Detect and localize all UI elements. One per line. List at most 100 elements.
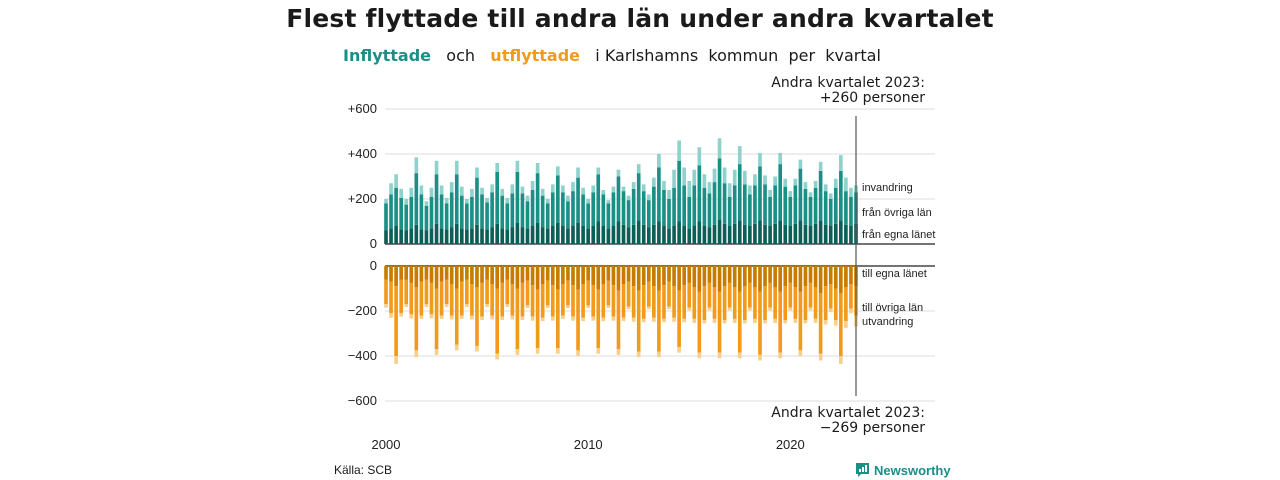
bar-in-segment [581, 187, 585, 195]
bar-in-segment [475, 177, 479, 225]
bar-out-segment [737, 291, 742, 353]
bar-out-segment [449, 266, 454, 284]
bar-out-segment [444, 266, 449, 280]
bar-in-segment [839, 155, 843, 171]
bar-out-segment [444, 279, 449, 305]
bar-out-segment [414, 350, 419, 358]
bar-in-segment [510, 184, 515, 194]
bar-out-segment [667, 306, 671, 310]
bar-in-segment [646, 194, 651, 201]
bar-out-segment [571, 285, 575, 317]
bar-in-segment [626, 200, 631, 228]
bar-in-segment [646, 227, 651, 245]
bar-out-segment [788, 266, 793, 283]
bar-in-segment [475, 224, 479, 245]
bar-in-segment [717, 219, 722, 244]
bar-in-segment [409, 196, 414, 229]
bar-out-segment [404, 304, 409, 307]
bar-out-segment [586, 266, 590, 281]
bar-out-segment [475, 287, 479, 346]
bar-in-segment [611, 186, 616, 193]
source-label: Källa: SCB [334, 463, 393, 477]
bar-in-segment [793, 185, 798, 224]
bar-out-segment [727, 266, 732, 283]
bar-in-segment [662, 181, 666, 190]
bar-out-segment [737, 352, 742, 359]
bar-out-segment [571, 316, 575, 321]
bar-in-segment [596, 167, 601, 175]
bar-out-segment [732, 266, 737, 288]
bar-out-segment [667, 281, 671, 307]
bar-out-segment [545, 305, 550, 309]
bar-out-segment [697, 352, 702, 359]
bar-out-segment [586, 305, 590, 309]
bar-out-segment [576, 266, 580, 290]
bar-out-segment [389, 313, 393, 318]
bar-out-segment [439, 315, 444, 319]
bar-in-segment [556, 222, 560, 245]
bar-out-segment [844, 287, 848, 322]
bar-in-segment [813, 223, 818, 244]
bar-in-segment [454, 223, 459, 244]
bar-out-segment [611, 316, 616, 321]
bar-out-segment [530, 316, 535, 321]
bar-in-segment [485, 202, 489, 230]
bar-out-segment [672, 286, 676, 318]
bar-in-segment [424, 201, 429, 206]
bar-out-segment [414, 266, 419, 288]
bar-out-segment [571, 266, 575, 286]
bar-out-segment [495, 353, 499, 360]
bar-in-segment [434, 174, 439, 224]
bar-out-segment [475, 345, 479, 352]
bar-in-segment [813, 187, 818, 224]
bar-in-segment [828, 226, 833, 244]
bar-out-segment [409, 282, 414, 315]
bar-in-segment [414, 173, 419, 225]
brand-name: Newsworthy [874, 462, 951, 478]
bar-out-segment [485, 279, 489, 305]
bar-out-segment [646, 266, 651, 282]
bar-out-segment [566, 305, 570, 309]
bar-in-segment [702, 187, 707, 226]
bar-in-segment [429, 196, 434, 229]
bar-in-segment [702, 226, 707, 244]
bar-in-segment [581, 226, 585, 244]
bar-in-segment [530, 181, 535, 190]
bar-out-segment [424, 279, 429, 305]
bar-out-segment [717, 291, 722, 353]
bar-out-segment [419, 315, 424, 319]
bar-in-segment [818, 220, 823, 245]
bar-out-segment [753, 287, 757, 319]
bar-out-segment [631, 317, 636, 322]
bar-in-segment [389, 228, 393, 244]
bar-in-segment [631, 224, 636, 245]
bar-out-segment [576, 350, 580, 357]
bar-out-segment [606, 305, 611, 309]
bar-out-segment [758, 291, 762, 355]
bar-in-segment [808, 196, 813, 226]
bar-out-segment [596, 266, 601, 290]
bar-out-segment [525, 266, 530, 281]
bar-out-segment [561, 284, 565, 316]
bar-in-segment [459, 228, 464, 244]
bar-out-segment [626, 281, 631, 307]
bar-in-segment [722, 167, 727, 184]
bar-out-segment [662, 318, 666, 323]
bar-in-segment [763, 184, 767, 225]
bar-in-segment [662, 190, 666, 226]
bar-out-segment [434, 288, 439, 350]
bar-in-segment [394, 174, 398, 188]
bar-out-segment [616, 266, 621, 291]
bar-in-segment [444, 203, 449, 230]
bar-in-segment [419, 194, 424, 230]
bar-out-segment [798, 291, 803, 351]
bar-out-segment [586, 280, 590, 306]
bar-out-segment [748, 266, 752, 283]
bar-in-segment [540, 188, 545, 196]
bar-in-segment [768, 226, 772, 244]
bar-out-segment [429, 282, 434, 315]
bar-out-segment [596, 348, 601, 354]
bar-in-segment [641, 224, 646, 245]
series-label: invandring [862, 182, 913, 194]
bar-in-segment [601, 226, 606, 244]
